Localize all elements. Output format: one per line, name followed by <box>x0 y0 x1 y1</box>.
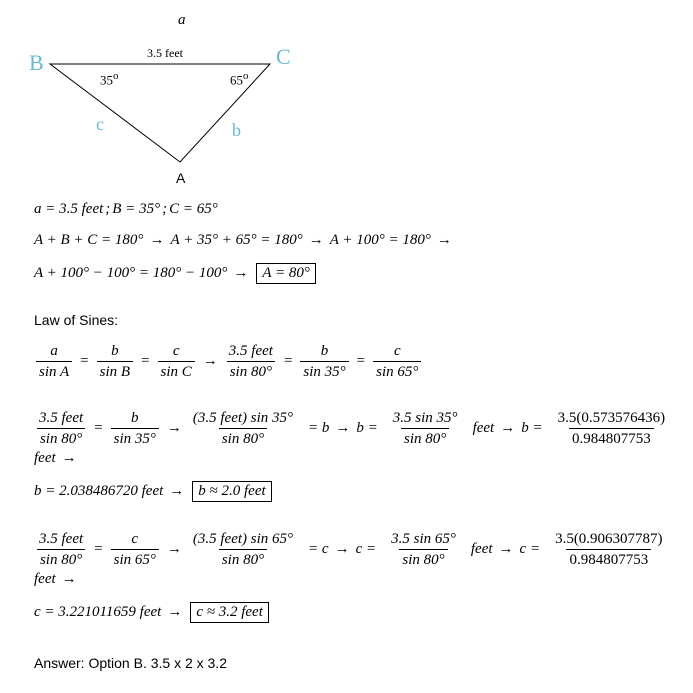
label-angle-c: 65o <box>230 70 248 88</box>
law-of-sines-label: Law of Sines: <box>34 312 681 328</box>
given-line: a = 3.5 feet; B = 35°; C = 65° <box>34 201 681 218</box>
boxed-c: c ≈ 3.2 feet <box>190 602 269 623</box>
boxed-a: A = 80° <box>256 263 316 284</box>
label-angle-b: 35o <box>100 70 118 88</box>
label-side-a: 3.5 feet <box>147 46 183 61</box>
angle-sum-2: A + 100° − 100° = 180° − 100°→ A = 80° <box>34 263 681 284</box>
triangle-diagram: a 3.5 feet 35o 65o B C c b A <box>22 12 302 187</box>
side-b: b <box>232 120 241 141</box>
boxed-b: b ≈ 2.0 feet <box>192 481 271 502</box>
angle-sum-1: A + B + C = 180°→ A + 35° + 65° = 180°→ … <box>34 232 681 249</box>
answer-line: Answer: Option B. 3.5 x 2 x 3.2 <box>34 655 681 671</box>
solve-b-1: 3.5 feetsin 80° = bsin 35° → (3.5 feet) … <box>34 409 681 467</box>
label-a-top: a <box>178 12 186 29</box>
vertex-c: C <box>276 44 291 70</box>
solve-b-2: b = 2.038486720 feet→ b ≈ 2.0 feet <box>34 481 681 502</box>
solve-c-1: 3.5 feetsin 80° = csin 65° → (3.5 feet) … <box>34 530 681 588</box>
law-of-sines: asin A = bsin B = csin C → 3.5 feetsin 8… <box>34 342 681 381</box>
solve-c-2: c = 3.221011659 feet→ c ≈ 3.2 feet <box>34 602 681 623</box>
triangle-svg <box>22 12 302 187</box>
side-c: c <box>96 114 104 135</box>
vertex-a: A <box>176 170 185 186</box>
vertex-b: B <box>29 50 44 76</box>
